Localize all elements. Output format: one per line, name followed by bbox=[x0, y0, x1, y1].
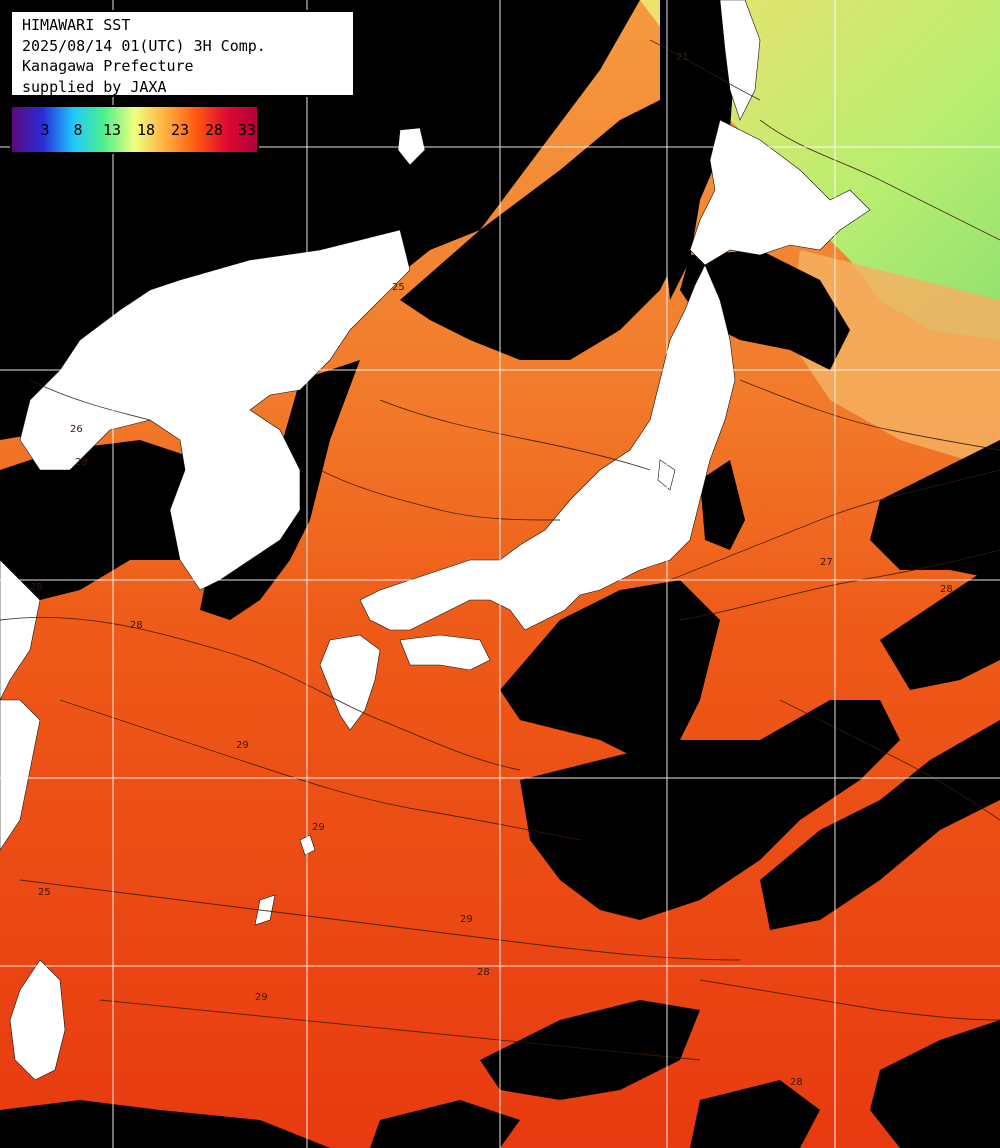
legend-tick: 23 bbox=[170, 121, 190, 139]
contour-label: 25 bbox=[38, 887, 51, 898]
contour-labels: 21 25 26 27 28 28 28 29 29 29 28 29 28 2… bbox=[30, 52, 953, 1088]
legend-tick: 13 bbox=[102, 121, 122, 139]
contour-label: 29 bbox=[312, 822, 325, 833]
legend-tick: 8 bbox=[73, 121, 83, 139]
map-title: HIMAWARI SST bbox=[22, 16, 131, 34]
contour-label: 29 bbox=[460, 914, 473, 925]
map-title-box: HIMAWARI SST 2025/08/14 01(UTC) 3H Comp.… bbox=[10, 10, 355, 97]
cool-water-band bbox=[790, 250, 1000, 470]
contour-label: 29 bbox=[255, 992, 268, 1003]
contour-label: 28 bbox=[130, 620, 143, 631]
legend-tick: 3 bbox=[40, 121, 50, 139]
contour-label: 28 bbox=[940, 584, 953, 595]
contour-label: 28 bbox=[30, 582, 43, 593]
legend-tick: 33 bbox=[237, 121, 257, 139]
contour-label: 26 bbox=[70, 424, 83, 435]
contour-label: 21 bbox=[676, 52, 689, 63]
contour-label: 27 bbox=[820, 557, 833, 568]
contour-label: 29 bbox=[236, 740, 249, 751]
legend-tick: 18 bbox=[136, 121, 156, 139]
contour-label: 28 bbox=[477, 967, 490, 978]
map-region: Kanagawa Prefecture bbox=[22, 57, 194, 75]
contour-label: 28 bbox=[75, 457, 88, 468]
contour-label: 25 bbox=[392, 282, 405, 293]
map-timestamp: 2025/08/14 01(UTC) 3H Comp. bbox=[22, 36, 266, 55]
contour-label: 28 bbox=[790, 1077, 803, 1088]
map-credit: supplied by JAXA bbox=[22, 77, 167, 96]
legend-tick: 28 bbox=[204, 121, 224, 139]
legend-tick-labels: 3 8 13 18 23 28 33 bbox=[12, 121, 257, 141]
color-scale-legend: 3 8 13 18 23 28 33 bbox=[10, 105, 259, 154]
landmass bbox=[0, 0, 871, 1081]
